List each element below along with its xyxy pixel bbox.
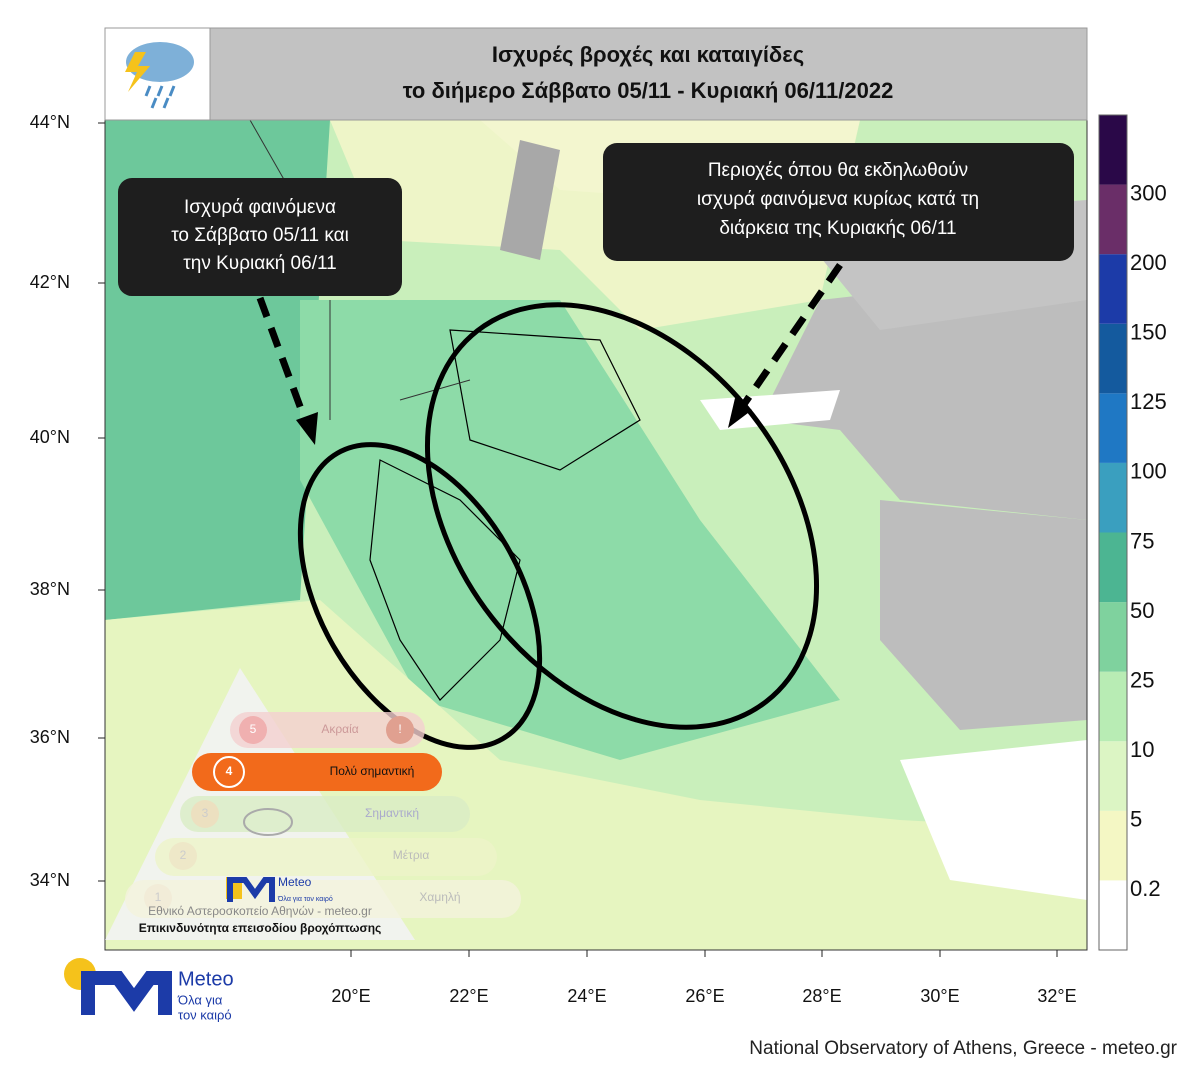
colorbar-label: 0.2 — [1130, 876, 1161, 901]
logo-tagline: τον καιρό — [178, 1007, 232, 1022]
colorbar-label: 10 — [1130, 737, 1154, 762]
colorbar-label: 125 — [1130, 389, 1167, 414]
scale-tagline: Όλα για τον καιρό — [277, 895, 333, 903]
level-number: 4 — [226, 764, 233, 778]
level-label: Πολύ σημαντική — [330, 764, 415, 778]
colorbar-segment — [1099, 602, 1127, 672]
callout-text: την Κυριακή 06/11 — [183, 253, 336, 274]
level-number: 5 — [250, 722, 257, 736]
lat-label: 44°N — [30, 112, 70, 132]
title-line: το διήμερο Σάββατο 05/11 - Κυριακή 06/11… — [403, 78, 894, 103]
colorbar-segment — [1099, 393, 1127, 463]
logo: Meteo Όλα για τον καιρό — [64, 958, 234, 1022]
colorbar-segment — [1099, 115, 1127, 185]
callout-box — [603, 143, 1074, 261]
level-label: Χαμηλή — [419, 890, 460, 904]
colorbar-label: 300 — [1130, 180, 1167, 205]
callout-text: ισχυρά φαινόμενα κυρίως κατά τη — [697, 189, 979, 210]
header-box — [209, 27, 1088, 121]
callout-box — [118, 178, 402, 296]
lon-label: 22°E — [449, 986, 488, 1006]
colorbar-segment — [1099, 810, 1127, 881]
level-number: 3 — [202, 806, 209, 820]
colorbar-segment — [1099, 254, 1127, 324]
lon-label: 32°E — [1037, 986, 1076, 1006]
colorbar-segment — [1099, 462, 1127, 533]
colorbar-segment — [1099, 323, 1127, 394]
colorbar-segment — [1099, 532, 1127, 603]
colorbar-label: 50 — [1130, 598, 1154, 623]
colorbar-segment — [1099, 880, 1127, 950]
warning-scale: 5 ! Ακραία 4 Πολύ σημαντική 3 Σημαντική … — [105, 668, 521, 940]
logo-brand: Meteo — [178, 968, 234, 990]
callout-text: διάρκεια της Κυριακής 06/11 — [719, 218, 956, 239]
scale-caption: Επικινδυνότητα επεισοδίου βροχόπτωσης — [139, 921, 382, 935]
lon-label: 28°E — [802, 986, 841, 1006]
colorbar-segment — [1099, 184, 1127, 255]
axes: 44°N 42°N 40°N 38°N 36°N 34°N 20°E 22°E 24°E 26°E… — [30, 112, 1077, 1006]
colorbar-label: 200 — [1130, 250, 1167, 275]
callout-text: το Σάββατο 05/11 και — [171, 225, 349, 246]
level-label: Μέτρια — [393, 848, 430, 862]
colorbar-label: 5 — [1130, 807, 1142, 832]
colorbar-label: 100 — [1130, 459, 1167, 484]
colorbar-frame — [1098, 114, 1128, 951]
callout-text: Ισχυρά φαινόμενα — [184, 197, 336, 218]
colorbar: 0.2 5 10 25 50 75 100 125 150 200 300 — [1098, 114, 1167, 951]
callout-text: Περιοχές όπου θα εκδηλωθούν — [708, 160, 968, 181]
level-number: 1 — [155, 890, 162, 904]
colorbar-segment — [1099, 741, 1127, 811]
lat-label: 42°N — [30, 272, 70, 292]
lat-label: 36°N — [30, 727, 70, 747]
lat-label: 38°N — [30, 579, 70, 599]
colorbar-label: 25 — [1130, 667, 1154, 692]
colorbar-segment — [1099, 671, 1127, 742]
lon-label: 30°E — [920, 986, 959, 1006]
footer: National Observatory of Athens, Greece -… — [749, 1038, 1177, 1059]
level-number: 2 — [180, 848, 187, 862]
lon-label: 24°E — [567, 986, 606, 1006]
level-icon: ! — [398, 722, 401, 736]
title-line: Ισχυρές βροχές και καταιγίδες — [492, 42, 804, 67]
lat-label: 34°N — [30, 870, 70, 890]
scale-brand: Meteo — [278, 875, 312, 889]
scale-institute: Εθνικό Αστεροσκοπείο Αθηνών - meteo.gr — [148, 904, 372, 918]
colorbar-label: 75 — [1130, 528, 1154, 553]
lon-label: 20°E — [331, 986, 370, 1006]
level-label: Σημαντική — [365, 806, 419, 820]
lon-label: 26°E — [685, 986, 724, 1006]
level-label: Ακραία — [321, 722, 358, 736]
colorbar-label: 150 — [1130, 320, 1167, 345]
logo-tagline: Όλα για — [177, 992, 223, 1007]
weather-icon — [125, 42, 194, 109]
lat-label: 40°N — [30, 427, 70, 447]
